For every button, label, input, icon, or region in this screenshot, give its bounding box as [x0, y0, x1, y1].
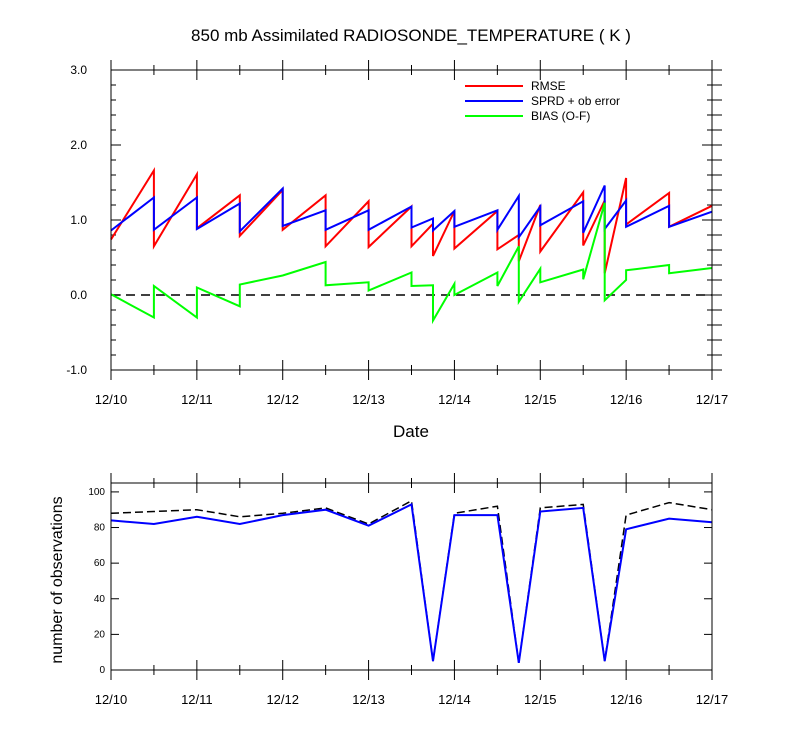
observations-assimilated-line	[110, 502, 713, 664]
y-tick-label: 80	[94, 523, 106, 534]
x-tick-label: 12/15	[524, 392, 557, 407]
top-series	[110, 166, 713, 325]
bottom-plot-frame	[110, 482, 713, 671]
x-tick-label: 12/14	[438, 392, 471, 407]
y-axis-label: number of observations	[49, 496, 66, 663]
y-tick-label: 0	[99, 665, 105, 676]
y-tick-label: 60	[94, 558, 106, 569]
y-tick-label: 2.0	[70, 138, 87, 152]
x-tick-label: 12/13	[352, 692, 385, 707]
y-tick-label: 100	[88, 487, 105, 498]
x-tick-label: 12/10	[95, 692, 128, 707]
x-tick-label: 12/12	[266, 392, 299, 407]
y-tick-label: 40	[94, 594, 106, 605]
x-axis-label: Date	[393, 422, 429, 441]
legend-label: BIAS (O-F)	[531, 109, 590, 123]
series-line-bias-o-f	[110, 202, 713, 325]
bottom-ticks: 12/10 12/11 12/12 12/13 12/14 12/15 12/16 12/17…	[88, 473, 728, 707]
x-tick-label: 12/15	[524, 692, 557, 707]
x-tick-label: 12/11	[181, 392, 213, 407]
x-tick-label: 12/10	[95, 392, 128, 407]
chart-title: 850 mb Assimilated RADIOSONDE_TEMPERATUR…	[191, 26, 631, 45]
bottom-chart: number of observations 12/10 12/11 12/12 12…	[49, 473, 728, 707]
y-tick-label: 3.0	[70, 63, 87, 77]
y-tick-label: -1.0	[66, 363, 87, 377]
y-tick-label: 20	[94, 629, 106, 640]
x-tick-label: 12/16	[610, 392, 643, 407]
top-ticks: 12/10 12/11 12/12 12/13 12/14 12/15 12/16 12/17…	[66, 60, 728, 407]
top-chart: 850 mb Assimilated RADIOSONDE_TEMPERATUR…	[66, 26, 728, 441]
x-tick-label: 12/12	[266, 692, 299, 707]
top-plot-frame	[110, 69, 713, 371]
x-tick-label: 12/14	[438, 692, 471, 707]
y-tick-label: 1.0	[70, 213, 87, 227]
observations-available-line	[110, 499, 713, 664]
x-tick-label: 12/17	[696, 692, 729, 707]
legend-label: SPRD + ob error	[531, 94, 620, 108]
x-tick-label: 12/16	[610, 692, 643, 707]
y-tick-label: 0.0	[70, 288, 87, 302]
x-tick-label: 12/13	[352, 392, 385, 407]
bottom-series	[110, 499, 713, 664]
legend-label: RMSE	[531, 79, 566, 93]
x-tick-label: 12/17	[696, 392, 729, 407]
x-tick-label: 12/11	[181, 692, 213, 707]
